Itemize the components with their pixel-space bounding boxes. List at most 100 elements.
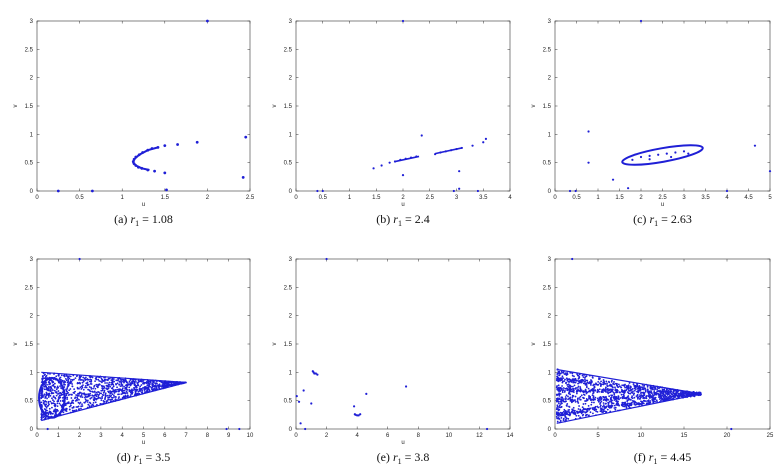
cloud-point (601, 389, 604, 392)
cloud-point (86, 401, 89, 403)
cloud-point (632, 390, 634, 393)
cloud-point (594, 407, 597, 409)
cloud-point (637, 387, 640, 390)
cloud-point (81, 381, 84, 384)
cloud-point (59, 391, 61, 394)
cloud-point (622, 394, 625, 396)
cloud-point (662, 398, 665, 401)
cloud-point (587, 407, 590, 410)
y-tick-label: 3 (289, 19, 293, 25)
cloud-point (60, 379, 62, 381)
x-tick-label: 1 (596, 195, 600, 201)
cloud-point (583, 378, 586, 380)
cloud-point (565, 417, 568, 420)
x-tick-label: 0 (553, 195, 557, 201)
cloud-point (96, 393, 99, 396)
data-layer (295, 257, 489, 431)
cloud-point (645, 397, 648, 400)
y-axis-label: v (531, 343, 537, 346)
plot-frame (295, 258, 511, 430)
cloud-point (559, 419, 562, 422)
cloud-point (43, 377, 46, 380)
cloud-point (58, 402, 61, 405)
cloud-point (111, 398, 114, 401)
cloud-point (147, 382, 150, 385)
cloud-point (614, 406, 617, 409)
cloud-point (614, 388, 617, 391)
cloud-point (86, 378, 89, 381)
caption-prefix: (a) (114, 212, 130, 226)
cloud-point (572, 388, 575, 391)
cloud-point (625, 388, 628, 391)
cloud-point (594, 389, 597, 392)
x-tick-label: 2 (639, 195, 643, 201)
cloud-point (120, 393, 123, 396)
data-point (639, 19, 643, 23)
cloud-point (157, 384, 160, 387)
cloud-point (588, 397, 590, 399)
y-tick-label: 1.5 (25, 342, 34, 348)
cloud-point (693, 395, 696, 398)
data-point (380, 164, 383, 167)
cloud-point (66, 392, 69, 395)
cloud-point (58, 397, 60, 400)
cloud-point (101, 395, 104, 398)
cloud-point (605, 388, 608, 391)
panel-caption: (c) r1 = 2.63 (633, 212, 692, 228)
cloud-point (94, 387, 97, 390)
cloud-point (138, 388, 141, 391)
cloud-point (601, 405, 604, 408)
x-tick-label: 5 (596, 433, 600, 439)
invariant-curve (621, 144, 704, 166)
x-tick-label: 0 (35, 195, 39, 201)
cloud-point (603, 382, 606, 384)
x-tick-label: 14 (507, 433, 514, 439)
cloud-point (140, 391, 143, 394)
cloud-point (578, 380, 581, 382)
y-tick-label: 3 (30, 19, 34, 25)
cloud-point (605, 402, 607, 405)
cloud-point (605, 395, 607, 398)
data-point (476, 189, 479, 193)
cloud-point (109, 390, 111, 392)
cloud-point (626, 403, 629, 405)
cloud-point (576, 400, 579, 403)
cloud-point (108, 381, 111, 384)
cloud-point (120, 389, 122, 392)
cloud-point (623, 385, 626, 387)
cloud-point (641, 395, 644, 398)
cloud-point (606, 398, 609, 401)
cloud-point (605, 410, 607, 413)
cloud-point (45, 385, 48, 388)
cloud-point (98, 393, 100, 396)
x-tick-label: 4.5 (744, 195, 753, 201)
cloud-point (639, 392, 642, 394)
cloud-point (592, 412, 594, 415)
cloud-point (101, 385, 104, 388)
cloud-point (575, 414, 578, 417)
cloud-point (81, 396, 84, 399)
cloud-point (590, 379, 592, 381)
cloud-point (89, 378, 92, 381)
cloud-point (40, 391, 43, 394)
cloud-point (652, 400, 655, 403)
cloud-point (72, 405, 75, 408)
cloud-point (66, 390, 68, 393)
cloud-point (115, 382, 117, 385)
cloud-point (52, 384, 55, 387)
cloud-point (74, 399, 77, 402)
cloud-point (113, 392, 116, 394)
cloud-point (100, 389, 103, 392)
x-tick-label: 25 (767, 433, 774, 439)
cloud-point (74, 377, 77, 380)
data-point (571, 257, 574, 261)
data-point (682, 150, 686, 153)
cloud-point (583, 397, 585, 400)
cloud-point (562, 410, 565, 413)
data-point (163, 144, 167, 148)
cloud-point (592, 390, 595, 393)
cloud-point (612, 382, 615, 385)
y-tick-label: 1.5 (543, 104, 552, 110)
cloud-point (121, 385, 123, 387)
cloud-point (623, 391, 626, 394)
